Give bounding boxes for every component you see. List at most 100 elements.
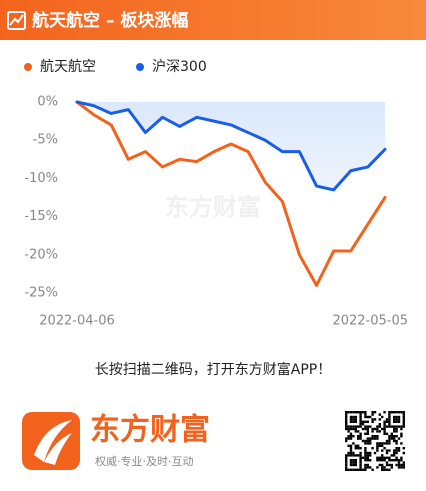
qr-cell — [378, 430, 381, 433]
qr-cell — [397, 449, 401, 452]
qr-cell — [369, 415, 372, 419]
qr-cell — [390, 466, 393, 469]
qr-cell — [385, 468, 389, 471]
qr-cell — [359, 451, 362, 455]
qr-cell — [349, 420, 353, 423]
qr-cell — [352, 451, 355, 455]
qr-cell — [366, 437, 369, 440]
qr-cell — [383, 411, 386, 414]
qr-cell — [376, 437, 379, 440]
qr-cell — [352, 468, 355, 471]
qr-cell — [354, 427, 357, 431]
qr-cell — [349, 437, 353, 440]
qr-cell — [361, 468, 365, 471]
qr-cell — [397, 418, 401, 421]
qr-cell — [378, 456, 381, 459]
qr-cell — [395, 430, 398, 433]
qr-cell — [349, 451, 353, 455]
qr-cell — [383, 420, 386, 423]
qr-cell — [393, 459, 396, 462]
qr-cell — [385, 451, 389, 455]
qr-cell — [388, 459, 391, 462]
qr-cell — [357, 430, 360, 433]
logo-mark — [34, 420, 72, 465]
qr-cell — [402, 423, 405, 426]
qr-cell — [345, 437, 348, 440]
qr-cell — [378, 418, 381, 421]
qr-cell — [349, 435, 353, 438]
qr-cell — [400, 466, 403, 469]
legend-label: 航天航空 — [40, 59, 96, 75]
qr-cell — [376, 459, 379, 462]
qr-cell — [381, 444, 384, 447]
qr-cell — [359, 435, 362, 438]
qr-cell — [388, 463, 391, 467]
qr-cell — [345, 420, 348, 423]
qr-cell — [397, 447, 401, 450]
qr-cell — [397, 425, 401, 428]
qr-cell — [369, 451, 372, 455]
qr-cell — [361, 456, 365, 459]
qr-cell — [349, 418, 353, 421]
qr-cell — [347, 427, 350, 431]
qr-cell — [397, 415, 401, 419]
qr-cell — [354, 461, 357, 464]
y-tick-label: 0% — [37, 95, 58, 110]
qr-cell — [352, 427, 355, 431]
qr-cell — [388, 420, 391, 423]
qr-cell — [385, 449, 389, 452]
qr-cell — [347, 468, 350, 471]
qr-cell — [395, 459, 398, 462]
qr-cell — [397, 461, 401, 464]
qr-cell — [376, 466, 379, 469]
qr-cell — [366, 420, 369, 423]
qr-cell — [359, 437, 362, 440]
qr-cell — [400, 459, 403, 462]
qr-cell — [345, 425, 348, 428]
qr-cell — [349, 432, 353, 435]
qr-cell — [388, 418, 391, 421]
qr-cell — [369, 454, 372, 457]
qr-cell — [345, 413, 348, 416]
qr-cell — [366, 430, 369, 433]
qr-cell — [354, 463, 357, 467]
y-tick-label: -25% — [24, 286, 58, 301]
qr-cell — [402, 418, 405, 421]
qr-cell — [371, 418, 374, 421]
qr-cell — [349, 461, 353, 464]
qr-cell — [393, 430, 396, 433]
qr-cell — [366, 432, 369, 435]
qr-cell — [395, 425, 398, 428]
qr-cell — [366, 425, 369, 428]
qr-cell — [364, 449, 367, 452]
qr-cell — [349, 449, 353, 452]
qr-cell — [361, 411, 365, 414]
qr-cell — [402, 447, 405, 450]
qr-cell — [395, 449, 398, 452]
footer-prompt: 长按扫描二维码，打开东方财富APP！ — [95, 361, 331, 378]
qr-cell — [366, 466, 369, 469]
qr-cell — [376, 456, 379, 459]
qr-cell — [402, 425, 405, 428]
header-icon — [7, 11, 26, 30]
qr-cell — [354, 418, 357, 421]
qr-cell — [402, 463, 405, 467]
qr-cell — [369, 439, 372, 443]
qr-cell — [371, 435, 374, 438]
qr-cell — [395, 451, 398, 455]
qr-cell — [402, 420, 405, 423]
qr-cell — [400, 427, 403, 431]
qr-cell — [359, 423, 362, 426]
qr-cell — [354, 454, 357, 457]
qr-cell — [349, 463, 353, 467]
qr-cell — [393, 425, 396, 428]
qr-cell — [400, 435, 403, 438]
qr-cell — [364, 468, 367, 471]
qr-cell — [364, 427, 367, 431]
qr-cell — [371, 468, 374, 471]
qr-cell — [361, 420, 365, 423]
brand: 东方财富 — [90, 413, 210, 448]
qr-cell — [381, 442, 384, 445]
qr-cell — [402, 461, 405, 464]
